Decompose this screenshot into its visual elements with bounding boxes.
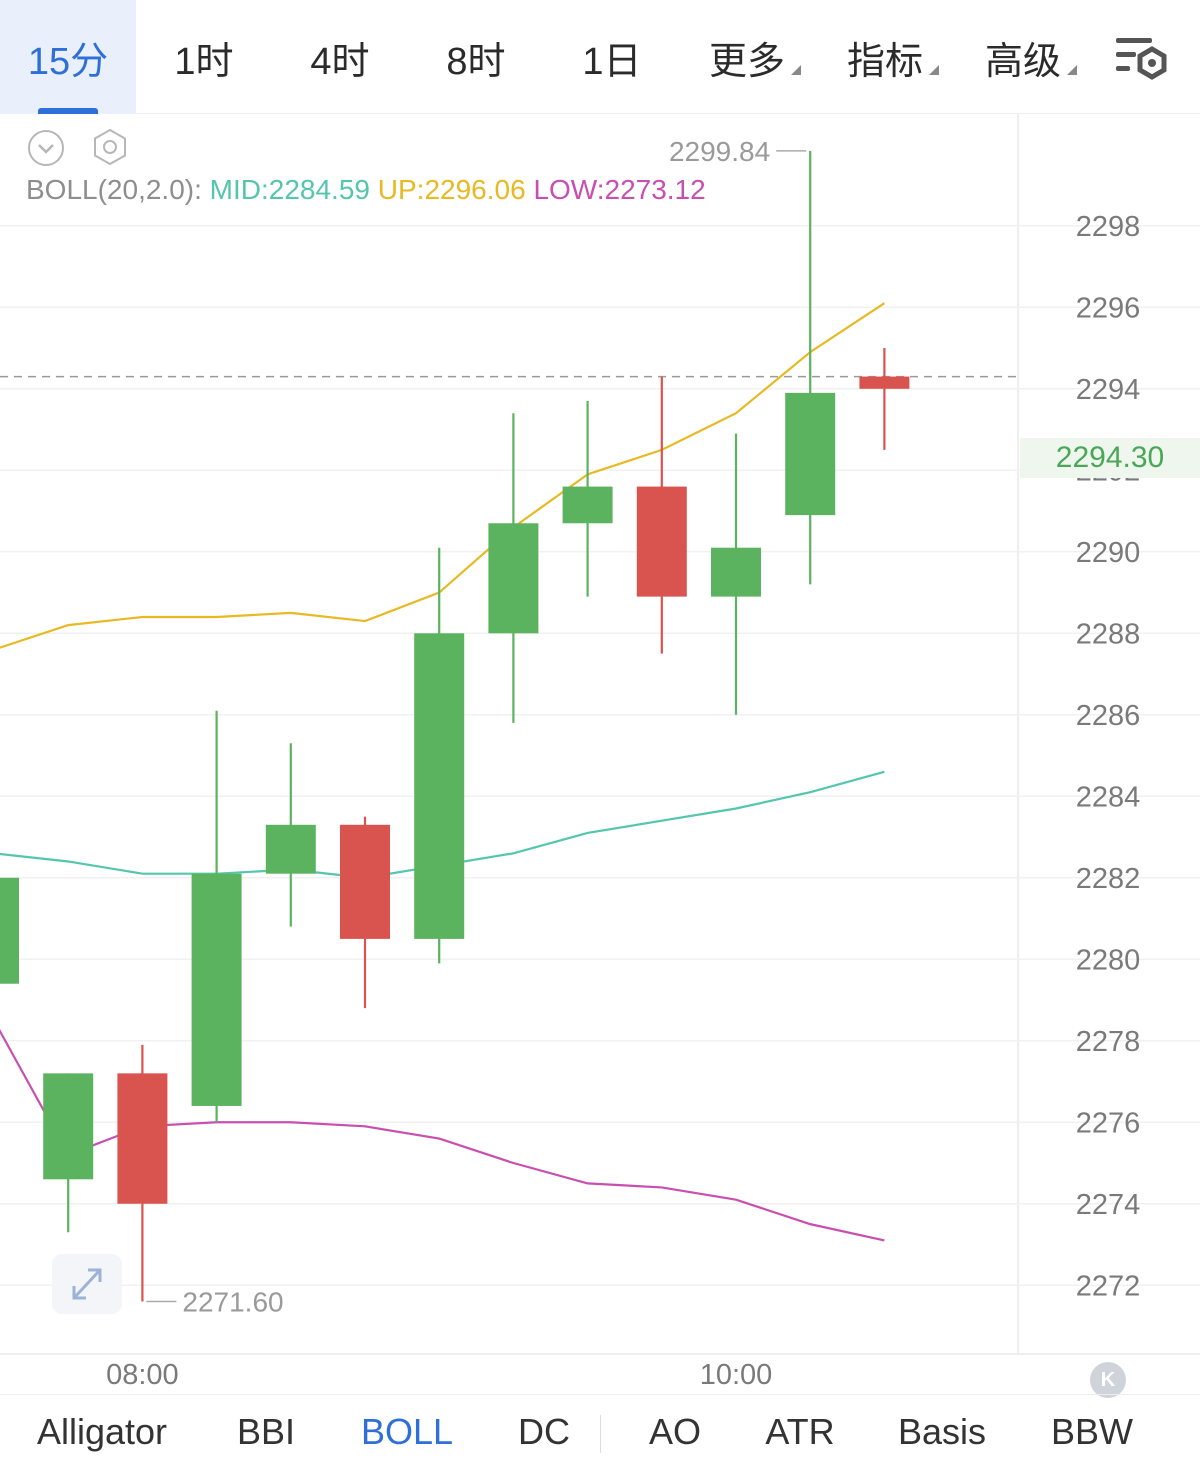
candle-body — [43, 1073, 94, 1180]
y-tick-label: 2294 — [1076, 374, 1141, 406]
tab-4h[interactable]: 4时 — [272, 0, 408, 114]
tab-label: 更多 — [708, 40, 785, 83]
candle-body — [636, 486, 687, 597]
caret-icon — [791, 65, 801, 75]
candle-body — [488, 523, 539, 634]
tab-1h[interactable]: 1时 — [136, 0, 272, 114]
more-dropdown[interactable]: 更多 — [690, 0, 820, 114]
candle-body — [191, 873, 242, 1106]
y-tick-label: 2276 — [1076, 1107, 1141, 1139]
y-tick-label: 2286 — [1076, 700, 1141, 732]
indicator-divider — [600, 1415, 601, 1453]
indicator-bar: Alligator BBI BOLL DC AO ATR Basis BBW — [0, 1394, 1200, 1468]
y-tick-label: 2296 — [1076, 292, 1141, 324]
tab-8h[interactable]: 8时 — [408, 0, 544, 114]
candle-body — [562, 486, 613, 524]
indicator-bbw[interactable]: BBW — [1050, 1411, 1134, 1452]
candle-body — [711, 547, 761, 597]
indicator-boll[interactable]: BOLL — [360, 1411, 454, 1452]
tab-label: 8时 — [446, 40, 506, 83]
y-tick-label: 2284 — [1076, 781, 1141, 813]
tab-15m[interactable]: 15分 — [0, 0, 136, 114]
indicator-alligator[interactable]: Alligator — [36, 1411, 168, 1452]
tab-label: 1日 — [582, 40, 642, 83]
chart-area[interactable]: 2298229622942292229022882286228422822280… — [0, 114, 1200, 1398]
chart-settings-icon[interactable] — [1112, 32, 1172, 84]
tab-label: 1时 — [174, 40, 234, 83]
caret-icon — [929, 65, 939, 75]
candle-body — [785, 392, 836, 516]
indicator-ao[interactable]: AO — [648, 1411, 702, 1452]
candle-body — [117, 1073, 168, 1204]
y-tick-label: 2288 — [1076, 618, 1141, 650]
candle-body — [859, 376, 910, 389]
y-tick-label: 2272 — [1076, 1270, 1141, 1302]
min-price-label: 2271.60 — [182, 1287, 283, 1318]
y-tick-label: 2290 — [1076, 537, 1141, 569]
candlestick-chart[interactable]: 2298229622942292229022882286228422822280… — [0, 114, 1200, 1394]
y-tick-label: 2280 — [1076, 944, 1141, 976]
indicator-atr[interactable]: ATR — [765, 1411, 835, 1452]
boll-mid-value: MID:2284.59 — [209, 174, 370, 205]
y-tick-label: 2274 — [1076, 1189, 1141, 1221]
boll-legend: BOLL(20,2.0): MID:2284.59 UP:2296.06 LOW… — [26, 174, 706, 206]
indicator-bbi[interactable]: BBI — [236, 1411, 296, 1452]
indicators-dropdown[interactable]: 指标 — [828, 0, 958, 114]
scroll-to-latest-icon[interactable]: K — [1090, 1362, 1126, 1398]
expand-icon[interactable] — [52, 1254, 122, 1314]
caret-icon — [1067, 65, 1077, 75]
boll-low-value: LOW:2273.12 — [533, 174, 706, 205]
y-tick-label: 2282 — [1076, 863, 1141, 895]
boll-up-value: UP:2296.06 — [377, 174, 526, 205]
max-price-label: 2299.84 — [669, 136, 770, 167]
y-tick-label: 2278 — [1076, 1026, 1141, 1058]
tab-label: 指标 — [846, 40, 923, 83]
boll-prefix: BOLL(20,2.0): — [26, 174, 202, 205]
candle-body — [265, 824, 316, 874]
indicator-dc[interactable]: DC — [518, 1411, 570, 1452]
tab-label: 4时 — [310, 40, 370, 83]
boll-up-line — [0, 302, 886, 649]
x-tick-label: 08:00 — [106, 1359, 179, 1391]
candle-body — [414, 633, 465, 939]
tab-label: 15分 — [27, 40, 109, 83]
current-price-tag: 2294.30 — [1020, 438, 1200, 478]
candle-body — [340, 824, 390, 939]
advanced-dropdown[interactable]: 高级 — [966, 0, 1096, 114]
tab-label: 高级 — [984, 40, 1061, 83]
tab-1d[interactable]: 1日 — [544, 0, 680, 114]
timeframe-bar: 15分 1时 4时 8时 1日 更多 指标 高级 — [0, 0, 1200, 114]
y-tick-label: 2298 — [1076, 211, 1141, 243]
x-tick-label: 10:00 — [700, 1359, 773, 1391]
indicator-basis[interactable]: Basis — [897, 1411, 987, 1452]
candle-body — [0, 877, 19, 984]
